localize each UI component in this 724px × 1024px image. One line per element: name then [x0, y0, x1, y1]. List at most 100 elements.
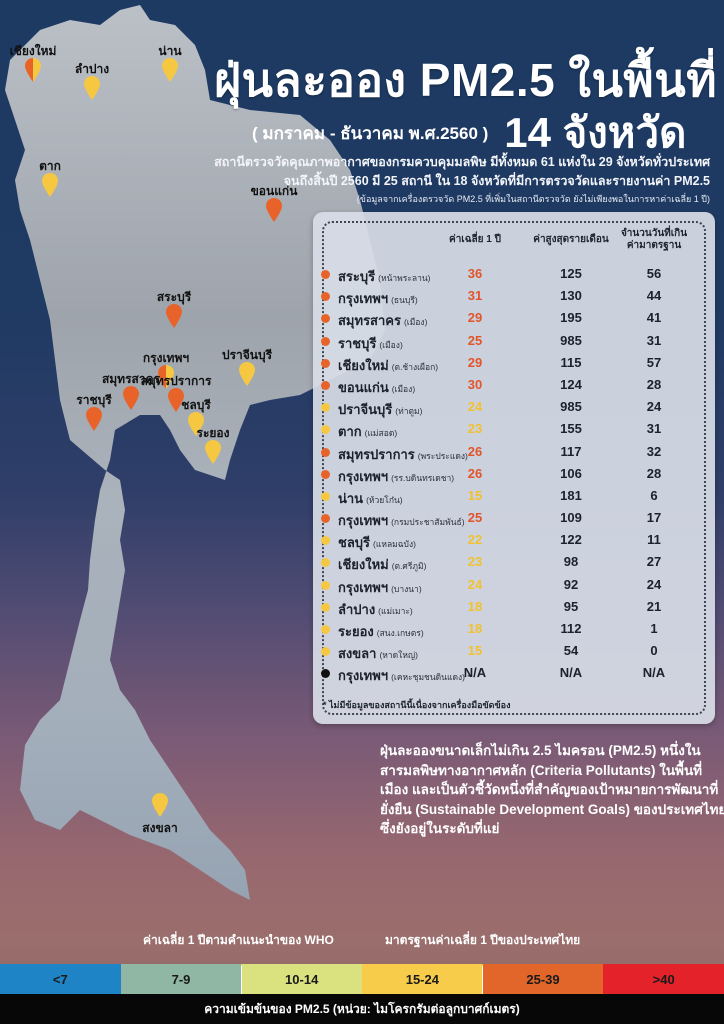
description: ฝุ่นละอองขนาดเล็กไม่เกิน 2.5 ไมครอน (PM2…: [380, 741, 724, 839]
avg-value: 36: [467, 266, 483, 281]
days-value: 1: [650, 621, 658, 636]
station-name: (แหลมฉบัง): [373, 539, 416, 550]
avg-value: 25: [467, 510, 483, 526]
thai-standard-label: มาตรฐานค่าเฉลี่ย 1 ปีของประเทศไทย: [385, 933, 581, 947]
table-header: ค่าเฉลี่ย 1 ปี ค่าสูงสุดรายเดือน จำนวนวั…: [313, 228, 715, 262]
table-row: เชียงใหม่ (ต.ศรีภูมิ) 23 98 27: [313, 552, 715, 574]
table-row: กรุงเทพฯ (กรมประชาสัมพันธ์) 25 109 17: [313, 508, 715, 530]
level-dot-icon: [321, 314, 330, 324]
table-row: สงขลา (หาดใหญ่) 15 54 0: [313, 641, 715, 663]
province-name: กรุงเทพฯ (กรมประชาสัมพันธ์): [338, 513, 465, 529]
pm25-table: ค่าเฉลี่ย 1 ปี ค่าสูงสุดรายเดือน จำนวนวั…: [313, 212, 715, 724]
avg-value: 15: [467, 643, 483, 659]
days-value: 44: [646, 288, 662, 304]
header-days-line2: ค่ามาตรฐาน: [626, 240, 682, 251]
days-value: 56: [646, 266, 662, 281]
max-value: 122: [560, 532, 582, 548]
max-value: 115: [560, 354, 582, 370]
avg-value: 18: [467, 598, 483, 614]
table-row: ปราจีนบุรี (ท่าตูม) 24 985 24: [313, 397, 715, 419]
days-value: 28: [646, 376, 662, 392]
days-value: 41: [646, 310, 662, 326]
days-value: 32: [646, 443, 662, 459]
map-pin-icon: [205, 440, 221, 464]
map-pin-icon: [84, 76, 100, 100]
table-row: ตาก (แม่สอด) 23 155 31: [313, 419, 715, 441]
station-name: (หาดใหญ่): [379, 650, 418, 661]
avg-value: 23: [467, 421, 483, 437]
table-row: สมุทรปราการ (พระประแดง) 26 117 32: [313, 442, 715, 464]
avg-value: 26: [467, 443, 483, 459]
table-row: กรุงเทพฯ (รร.บดินทรเดชา) 26 106 28: [313, 464, 715, 486]
table-row: น่าน (ห้วยโก๋น) 15 181 6: [313, 486, 715, 508]
level-dot-icon: [321, 447, 330, 457]
station-name: (เมือง): [379, 339, 403, 350]
station-name: (ธนบุรี): [391, 295, 418, 306]
max-value: N/A: [559, 665, 583, 681]
station-name: (เมือง): [391, 383, 416, 394]
table-footnote: * ไม่มีข้อมูลของสถานีนี้เนื่องจากเครื่อง…: [323, 700, 511, 710]
map-pin-label: ขอนแก่น: [250, 184, 298, 198]
level-dot-icon: [321, 270, 330, 279]
max-value: 106: [560, 465, 582, 481]
station-name: (ท่าตูม): [395, 406, 423, 417]
table-row: ระยอง (สนง.เกษตร) 18 112 1: [313, 619, 715, 641]
level-dot-icon: [321, 292, 330, 302]
thailand-map: [5, 5, 385, 900]
max-value: 54: [563, 643, 579, 659]
map-pin-icon: [152, 793, 168, 817]
province-name: กรุงเทพฯ (ธนบุรี): [338, 291, 418, 307]
thai-marker: [482, 966, 483, 998]
level-dot-icon: [321, 514, 330, 524]
map-pin-icon: [162, 58, 178, 82]
table-row: ราชบุรี (เมือง) 25 985 31: [313, 331, 715, 353]
max-value: 155: [560, 421, 582, 437]
avg-value: N/A: [463, 665, 487, 681]
province-name: สมุทรปราการ (พระประแดง): [338, 446, 468, 462]
map-pin-label: ราชบุรี: [76, 393, 112, 407]
province-name: สมุทรสาคร (เมือง): [338, 313, 428, 329]
avg-value: 30: [467, 376, 483, 392]
description-line: ยั่งยืน (Sustainable Development Goals) …: [380, 801, 724, 817]
days-value: 31: [646, 332, 662, 348]
header-days: จำนวนวันที่เกิน ค่ามาตรฐาน: [619, 228, 689, 252]
days-value: 0: [650, 643, 658, 659]
max-value: 181: [560, 487, 582, 503]
province-name: ขอนแก่น (เมือง): [338, 379, 416, 395]
level-dot-icon: [321, 669, 330, 679]
avg-value: 22: [467, 532, 483, 548]
table-body: สระบุรี (หน้าพระลาน) 36 125 56 กรุงเทพฯ (ธนบุร…: [313, 264, 715, 686]
table-row: ลำปาง (แม่เมาะ) 18 95 21: [313, 597, 715, 619]
description-line: ฝุ่นละอองขนาดเล็กไม่เกิน 2.5 ไมครอน (PM2…: [380, 743, 701, 758]
intro-text: สถานีตรวจวัดคุณภาพอากาศของกรมควบคุมมลพิษ…: [214, 153, 710, 207]
description-line: ซึ่งยังอยู่ในระดับที่แย่: [380, 821, 500, 836]
header-avg: ค่าเฉลี่ย 1 ปี: [449, 234, 501, 245]
subtitle: ( มกราคม - ธันวาคม พ.ศ.2560 ) 14 จังหวัด: [252, 100, 686, 166]
level-dot-icon: [321, 469, 330, 479]
map-pin-label: สมุทรปราการ: [140, 374, 212, 388]
scale-labels: ค่าเฉลี่ย 1 ปีตามคำแนะนำของ WHO มาตรฐานค…: [0, 931, 724, 961]
level-dot-icon: [321, 558, 330, 568]
province-name: ลำปาง (แม่เมาะ): [338, 601, 413, 617]
avg-value: 24: [467, 399, 483, 415]
table-border: [322, 221, 706, 715]
province-name: ตาก (แม่สอด): [338, 424, 398, 440]
province-name: กรุงเทพฯ (รร.บดินทรเดชา): [338, 468, 455, 484]
map-pin-icon: [42, 173, 58, 197]
station-name: (กรมประชาสัมพันธ์): [391, 517, 465, 528]
station-name: (หน้าพระลาน): [378, 273, 431, 283]
province-name: ชลบุรี (แหลมฉบัง): [338, 535, 416, 551]
level-dot-icon: [321, 403, 330, 413]
map-pin-icon: [239, 362, 255, 386]
days-value: N/A: [642, 665, 666, 681]
map-pin-icon: [86, 407, 102, 431]
level-dot-icon: [321, 602, 330, 612]
province-name: ราชบุรี (เมือง): [338, 335, 403, 351]
max-value: 130: [560, 288, 582, 304]
station-name: (ต.ศรีภูมิ): [391, 561, 427, 572]
map-pin-label: ตาก: [39, 159, 61, 173]
map-pin-icon: [166, 304, 182, 328]
avg-value: 29: [467, 310, 483, 326]
level-dot-icon: [321, 336, 330, 346]
days-value: 31: [646, 421, 662, 437]
